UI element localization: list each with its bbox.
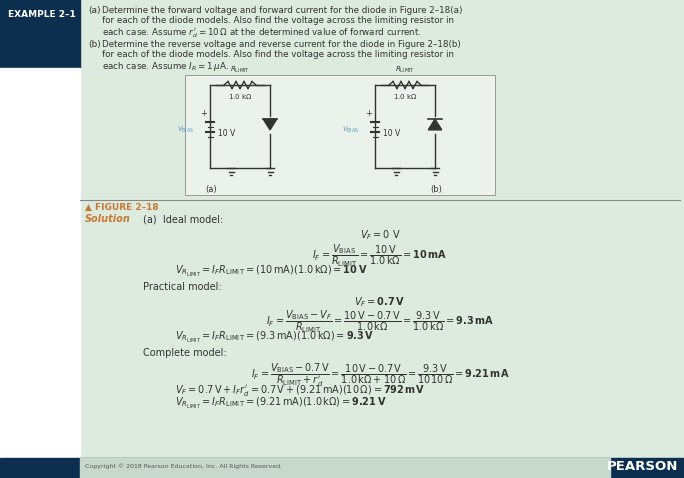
Text: ▲ FIGURE 2–18: ▲ FIGURE 2–18 [85,203,159,212]
Text: 10 V: 10 V [218,129,235,138]
Bar [80,0,684,458]
Text: (a): (a) [205,185,217,194]
Text: +: + [365,109,372,118]
Text: $I_F = \dfrac{V_{\mathrm{BIAS}} - V_F}{R_{\mathrm{LIMIT}}} = \dfrac{10\,\mathrm{: $I_F = \dfrac{V_{\mathrm{BIAS}} - V_F}{R… [266,308,495,335]
Bar [0,458,684,478]
Text: Complete model:: Complete model: [143,348,226,358]
Text: each case. Assume $r_d^{\prime} = 10\,\Omega$ at the determined value of forward: each case. Assume $r_d^{\prime} = 10\,\O… [102,26,421,40]
Text: Determine the reverse voltage and reverse current for the diode in Figure 2–18(b: Determine the reverse voltage and revers… [102,40,461,49]
Text: $V_{R_{\mathrm{LIMIT}}} = I_F R_{\mathrm{LIMIT}} = (9.21\,\mathrm{mA})(1.0\,\mat: $V_{R_{\mathrm{LIMIT}}} = I_F R_{\mathrm… [175,396,386,411]
Text: $I_F = \dfrac{V_{\mathrm{BIAS}} - 0.7\,\mathrm{V}}{R_{\mathrm{LIMIT}} + r_d^{\pr: $I_F = \dfrac{V_{\mathrm{BIAS}} - 0.7\,\… [250,361,510,389]
Text: $V_F = 0.7\,\mathrm{V} + I_F r_d^{\prime} = 0.7\,\mathrm{V} + (9.21\,\mathrm{mA}: $V_F = 0.7\,\mathrm{V} + I_F r_d^{\prime… [175,383,425,398]
Text: $V_{R_{\mathrm{LIMIT}}} = I_F R_{\mathrm{LIMIT}} = (9.3\,\mathrm{mA})(1.0\,\math: $V_{R_{\mathrm{LIMIT}}} = I_F R_{\mathrm… [175,330,374,345]
Text: Practical model:: Practical model: [143,282,222,292]
Text: +: + [200,109,207,118]
Text: $V_F = \mathbf{0.7\,V}$: $V_F = \mathbf{0.7\,V}$ [354,295,406,309]
Text: $V_{\mathrm{BIAS}}$: $V_{\mathrm{BIAS}}$ [177,124,194,135]
Text: (b): (b) [430,185,442,194]
Polygon shape [263,119,277,130]
Bar [0,68,80,458]
Bar [80,458,610,478]
Text: (b): (b) [88,40,101,49]
Bar [185,75,495,195]
Text: EXAMPLE 2–1: EXAMPLE 2–1 [8,10,76,19]
Text: for each of the diode models. Also find the voltage across the limiting resistor: for each of the diode models. Also find … [102,50,454,59]
Text: 1.0 k$\Omega$: 1.0 k$\Omega$ [228,92,252,101]
Text: $I_F = \dfrac{V_{\mathrm{BIAS}}}{R_{\mathrm{LIMIT}}} = \dfrac{10\,\mathrm{V}}{1.: $I_F = \dfrac{V_{\mathrm{BIAS}}}{R_{\mat… [313,242,448,269]
Bar [0,0,80,68]
Text: $R_{\mathrm{LIMIT}}$: $R_{\mathrm{LIMIT}}$ [395,65,415,75]
Text: $V_F = 0$ V: $V_F = 0$ V [360,228,400,242]
Text: Solution: Solution [85,214,131,224]
Text: $R_{\mathrm{LIMIT}}$: $R_{\mathrm{LIMIT}}$ [230,65,250,75]
Text: $V_{\mathrm{BIAS}}$: $V_{\mathrm{BIAS}}$ [342,124,359,135]
Text: Copyright © 2018 Pearson Education, Inc. All Rights Reserved.: Copyright © 2018 Pearson Education, Inc.… [85,463,282,469]
Text: $V_{R_{\mathrm{LIMIT}}} = I_F R_{\mathrm{LIMIT}} = (10\,\mathrm{mA})(1.0\,\mathr: $V_{R_{\mathrm{LIMIT}}} = I_F R_{\mathrm… [175,264,367,279]
Text: 1.0 k$\Omega$: 1.0 k$\Omega$ [393,92,417,101]
Text: 10 V: 10 V [383,129,400,138]
Text: (a): (a) [88,6,101,15]
Text: PEARSON: PEARSON [607,459,678,472]
Text: Determine the forward voltage and forward current for the diode in Figure 2–18(a: Determine the forward voltage and forwar… [102,6,462,15]
Polygon shape [428,119,442,130]
Text: each case. Assume $I_R = 1\,\mu$A.: each case. Assume $I_R = 1\,\mu$A. [102,60,229,73]
Text: for each of the diode models. Also find the voltage across the limiting resistor: for each of the diode models. Also find … [102,16,454,25]
Text: (a)  Ideal model:: (a) Ideal model: [143,214,223,224]
